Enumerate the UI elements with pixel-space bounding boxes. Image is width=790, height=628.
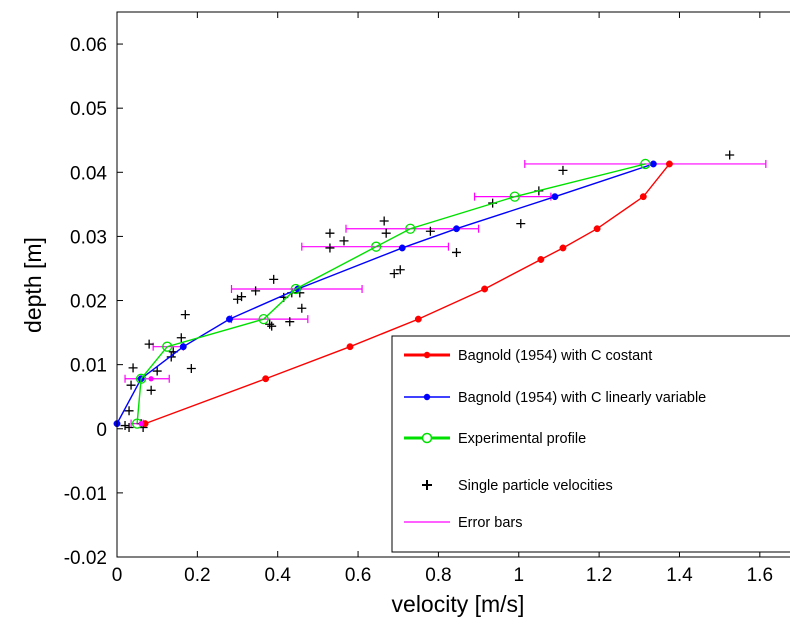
error-bar-center bbox=[148, 376, 154, 382]
bagnold-constant-line bbox=[144, 163, 670, 425]
y-tick-label: 0.03 bbox=[70, 227, 107, 248]
experimental-point bbox=[405, 223, 416, 234]
legend-marker bbox=[423, 351, 431, 359]
particle-point bbox=[267, 321, 277, 331]
y-tick-label: 0.04 bbox=[70, 163, 107, 184]
legend-entry-label: Bagnold (1954) with C linearly variable bbox=[458, 390, 706, 406]
particle-point bbox=[325, 243, 335, 253]
x-tick-label: 0.2 bbox=[184, 565, 210, 586]
legend-entry-label: Error bars bbox=[458, 515, 522, 531]
y-tick-label: 0.05 bbox=[70, 99, 107, 120]
particle-point bbox=[516, 219, 526, 229]
particle-point bbox=[251, 286, 261, 296]
particle-point bbox=[180, 310, 190, 320]
bagnold-constant-point bbox=[262, 375, 270, 383]
particle-point bbox=[325, 228, 335, 238]
experimental-point bbox=[258, 313, 269, 325]
x-tick-label: 0 bbox=[112, 565, 123, 586]
particle-point bbox=[176, 333, 186, 343]
legend-entry-label: Experimental profile bbox=[458, 431, 586, 447]
particle-point bbox=[297, 303, 307, 313]
particle-point bbox=[339, 236, 349, 246]
y-tick-label: 0.01 bbox=[70, 356, 107, 377]
y-tick-label: 0 bbox=[96, 420, 107, 441]
bagnold-constant-point bbox=[559, 244, 567, 252]
experimental-point bbox=[370, 241, 382, 252]
y-tick-label: -0.02 bbox=[64, 548, 107, 569]
particle-point bbox=[152, 366, 162, 376]
bagnold-variable-point bbox=[649, 160, 657, 168]
x-tick-label: 1.6 bbox=[747, 565, 773, 586]
particle-point bbox=[425, 226, 435, 236]
legend-marker bbox=[423, 393, 431, 401]
plot-frame bbox=[116, 11, 790, 558]
experimental-point bbox=[162, 341, 173, 352]
experimental-point bbox=[640, 158, 651, 170]
legend-entry-label: Single particle velocities bbox=[458, 478, 613, 494]
particle-point bbox=[389, 269, 399, 279]
experimental-line bbox=[136, 163, 646, 424]
legend: Bagnold (1954) with C costant Bagnold (19… bbox=[391, 335, 790, 553]
experimental-point bbox=[290, 283, 301, 295]
particle-point bbox=[237, 292, 247, 302]
x-tick-label: 0.4 bbox=[264, 565, 291, 586]
particle-point bbox=[186, 363, 196, 373]
particle-point bbox=[269, 274, 279, 284]
bagnold-constant-point bbox=[346, 343, 354, 351]
legend-entry-label: Bagnold (1954) with C costant bbox=[458, 348, 652, 364]
x-tick-label: 1.2 bbox=[586, 565, 612, 586]
particle-point bbox=[128, 363, 138, 373]
bagnold-constant-point bbox=[593, 225, 601, 233]
x-tick-label: 0.6 bbox=[345, 565, 371, 586]
bagnold-variable-point bbox=[398, 244, 406, 252]
chart-marks bbox=[113, 150, 767, 432]
particle-point bbox=[451, 247, 461, 257]
particle-point bbox=[120, 421, 130, 431]
y-tick-label: 0.02 bbox=[70, 292, 107, 313]
bagnold-constant-point bbox=[537, 256, 545, 263]
experimental-point bbox=[135, 373, 147, 384]
axis-ticks: 0 0.2 0.4 0.6 0.8 1 1.2 1.4 1.6 -0.02 -0.01 0 0.01 0.… bbox=[64, 12, 773, 586]
legend-box bbox=[391, 335, 790, 553]
bagnold-constant-point bbox=[639, 193, 647, 201]
y-tick-label: -0.01 bbox=[64, 484, 107, 505]
particle-point bbox=[124, 422, 134, 432]
legend-marker bbox=[421, 432, 433, 444]
particle-point bbox=[166, 352, 176, 362]
particle-point bbox=[285, 317, 295, 327]
bagnold-variable-point bbox=[226, 315, 233, 323]
y-tick-label: 0.06 bbox=[70, 35, 107, 56]
bagnold-variable-point bbox=[551, 193, 559, 201]
x-tick-label: 1.4 bbox=[666, 565, 693, 586]
x-axis-title: velocity [m/s] bbox=[392, 591, 525, 617]
bagnold-variable-point bbox=[453, 225, 460, 233]
error-bar-center bbox=[138, 421, 144, 427]
particle-point bbox=[144, 339, 154, 349]
bagnold-constant-point bbox=[665, 160, 673, 168]
particle-point bbox=[146, 385, 156, 395]
y-axis-title: depth [m] bbox=[20, 237, 46, 333]
particle-point bbox=[124, 406, 134, 416]
particle-point bbox=[126, 380, 136, 390]
x-tick-label: 0.8 bbox=[425, 565, 451, 586]
particle-point bbox=[395, 265, 405, 275]
particle-point bbox=[725, 150, 735, 160]
particle-point bbox=[381, 228, 391, 238]
bagnold-constant-point bbox=[414, 315, 422, 323]
particle-point bbox=[265, 319, 275, 329]
experimental-point bbox=[509, 191, 520, 202]
legend-marker bbox=[422, 480, 432, 490]
x-tick-label: 1 bbox=[513, 565, 524, 586]
particle-point bbox=[379, 216, 389, 226]
particle-point bbox=[558, 165, 568, 175]
bagnold-variable-point bbox=[179, 343, 187, 351]
bagnold-constant-point bbox=[481, 285, 489, 293]
